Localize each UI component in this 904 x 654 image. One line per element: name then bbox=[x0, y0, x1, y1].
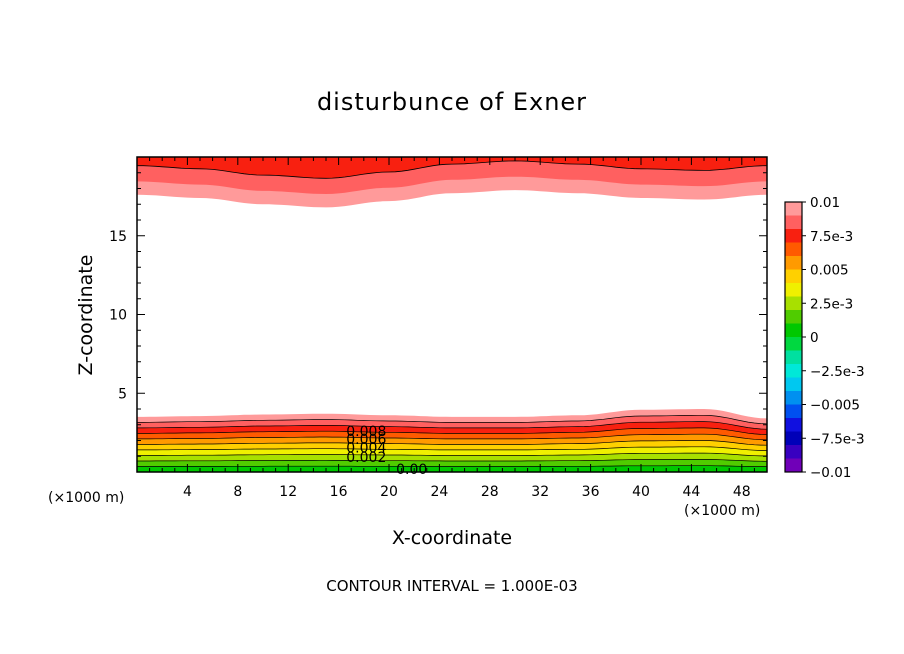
lower-contour-line-8 bbox=[137, 459, 767, 462]
colorbar-label-3: 2.5e-3 bbox=[810, 296, 853, 312]
colorbar-swatch-0 bbox=[785, 202, 802, 216]
lower-contour-line-4 bbox=[137, 433, 767, 441]
colorbar-label-4: 0 bbox=[810, 330, 819, 346]
x-tick-label-12: 12 bbox=[279, 484, 297, 500]
colorbar-swatch-8 bbox=[785, 310, 802, 324]
x-tick-label-36: 36 bbox=[582, 484, 600, 500]
upper-band-2 bbox=[137, 157, 767, 179]
colorbar-swatch-4 bbox=[785, 256, 802, 270]
colorbar-swatch-10 bbox=[785, 337, 802, 351]
colorbar-label-6: −0.005 bbox=[810, 398, 860, 414]
lower-contour-line-7 bbox=[137, 452, 767, 457]
contour-label-0: 0.008 bbox=[346, 424, 386, 440]
colorbar-swatch-15 bbox=[785, 404, 802, 419]
colorbar-label-5: −2.5e-3 bbox=[810, 364, 865, 380]
colorbar-swatch-1 bbox=[785, 215, 802, 230]
colorbar-label-2: 0.005 bbox=[810, 263, 849, 279]
x-tick-label-44: 44 bbox=[682, 484, 700, 500]
x-tick-label-28: 28 bbox=[481, 484, 499, 500]
colorbar-swatch-13 bbox=[785, 377, 802, 392]
x-tick-label-32: 32 bbox=[531, 484, 549, 500]
lower-contour-line-3 bbox=[137, 427, 767, 435]
colorbar-label-1: 7.5e-3 bbox=[810, 229, 853, 245]
x-tick-label-20: 20 bbox=[380, 484, 398, 500]
colorbar-swatch-11 bbox=[785, 350, 802, 365]
lower-contour-line-6 bbox=[137, 446, 767, 451]
contour-label-1: 0.006 bbox=[346, 432, 386, 448]
colorbar-swatch-19 bbox=[785, 458, 802, 473]
y-tick-label-10: 10 bbox=[109, 308, 127, 324]
x-tick-label-40: 40 bbox=[632, 484, 650, 500]
colorbar-swatch-18 bbox=[785, 445, 802, 459]
colorbar-swatch-2 bbox=[785, 229, 802, 243]
x-tick-label-8: 8 bbox=[233, 484, 242, 500]
colorbar-swatch-12 bbox=[785, 364, 802, 378]
y-tick-label-5: 5 bbox=[118, 386, 127, 402]
x-tick-label-48: 48 bbox=[733, 484, 751, 500]
colorbar-swatch-6 bbox=[785, 283, 802, 297]
x-tick-label-4: 4 bbox=[183, 484, 192, 500]
colorbar-swatch-14 bbox=[785, 391, 802, 405]
colorbar-swatch-7 bbox=[785, 296, 802, 311]
colorbar-swatch-9 bbox=[785, 323, 802, 338]
contour-label-2: 0.004 bbox=[346, 441, 386, 457]
colorbar-label-0: 0.01 bbox=[810, 195, 840, 211]
y-tick-label-15: 15 bbox=[109, 229, 127, 245]
colorbar-swatch-17 bbox=[785, 431, 802, 446]
lower-contour-line-5 bbox=[137, 440, 767, 446]
contour-label-4: 0.00 bbox=[396, 462, 427, 478]
contour-interval-footer: CONTOUR INTERVAL = 1.000E-03 bbox=[326, 577, 578, 595]
x-unit-label-right: (×1000 m) bbox=[684, 503, 761, 519]
colorbar-label-8: −0.01 bbox=[810, 465, 851, 481]
upper-contour-line bbox=[137, 160, 767, 179]
colorbar-label-7: −7.5e-3 bbox=[810, 431, 865, 447]
contour-fills bbox=[137, 157, 767, 472]
lower-contour-line-9 bbox=[137, 465, 767, 467]
contour-label-3: 0.002 bbox=[346, 450, 386, 466]
colorbar-swatch-3 bbox=[785, 242, 802, 257]
lower-contour-line-2 bbox=[137, 421, 767, 430]
colorbar-swatch-5 bbox=[785, 269, 802, 284]
lower-contour-line-1 bbox=[137, 414, 767, 425]
x-tick-label-16: 16 bbox=[330, 484, 348, 500]
colorbar-swatch-16 bbox=[785, 418, 802, 432]
x-unit-label-left: (×1000 m) bbox=[48, 490, 125, 506]
x-axis-label: X-coordinate bbox=[391, 527, 513, 549]
chart-title: disturbunce of Exner bbox=[316, 88, 588, 116]
x-tick-label-24: 24 bbox=[430, 484, 448, 500]
